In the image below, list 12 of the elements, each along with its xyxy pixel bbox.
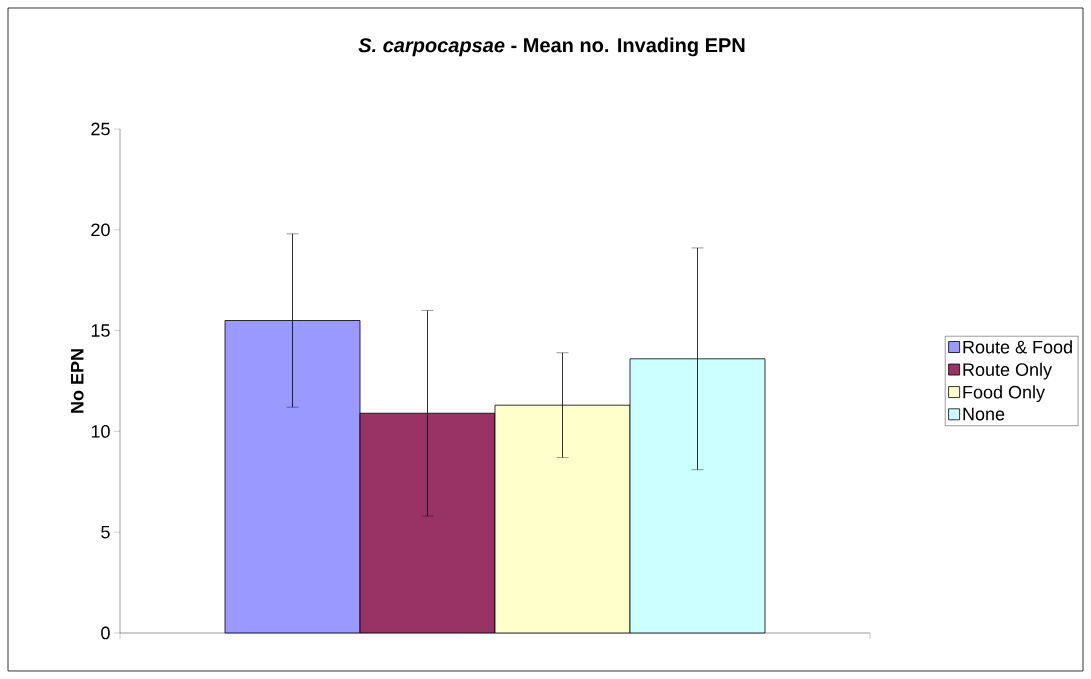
legend-label: None [963,407,1005,421]
chart-title: S. carpocapsae - Mean no. Invading EPN [358,37,745,57]
y-tick-label: 20 [91,223,110,237]
legend-label: Route & Food [963,340,1072,354]
legend-label: Food Only [963,385,1045,403]
y-tick-label: 5 [101,525,110,539]
y-tick-label: 25 [91,122,110,136]
y-tick-label: 15 [91,324,110,337]
legend-label: Route Only [963,362,1052,380]
y-tick-label: 0 [101,626,110,640]
y-axis-title: No EPN [71,349,84,413]
y-tick-label: 10 [91,425,110,438]
